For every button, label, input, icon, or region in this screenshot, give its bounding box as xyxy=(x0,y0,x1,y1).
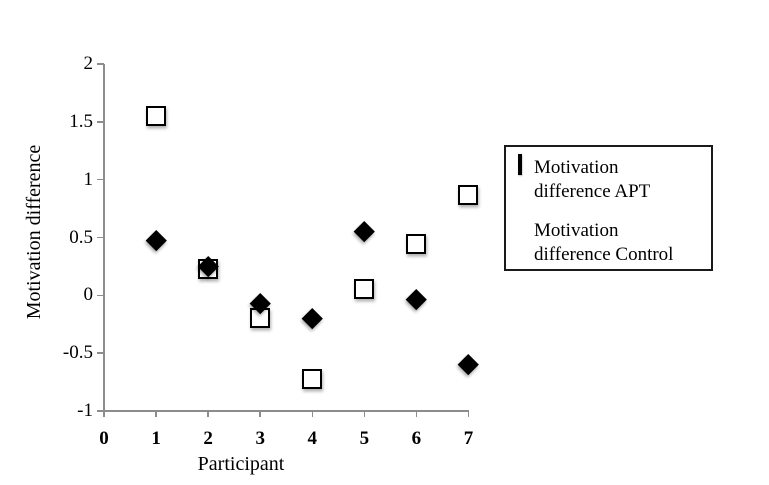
y-axis-tick-label: 0.5 xyxy=(69,226,93,248)
data-point-apt-6 xyxy=(405,233,426,254)
legend-marker-col xyxy=(518,219,534,237)
y-axis-tick-label: 0 xyxy=(83,284,94,306)
x-axis-tick-label: 3 xyxy=(255,428,265,449)
x-axis-tick xyxy=(415,411,418,417)
data-point-apt-1 xyxy=(145,105,166,126)
x-axis-tick xyxy=(155,411,157,417)
x-axis-line xyxy=(103,410,470,412)
x-axis-tick-label: 2 xyxy=(203,428,213,449)
y-axis-tick-label: 1 xyxy=(83,168,94,190)
data-point-control-5 xyxy=(354,221,375,242)
data-point-control-6 xyxy=(406,288,427,310)
y-axis-tick xyxy=(96,63,104,65)
x-axis-tick xyxy=(311,411,314,417)
data-point-apt-4 xyxy=(301,369,322,390)
data-point-apt-7 xyxy=(458,185,478,206)
x-axis-tick-label: 4 xyxy=(307,428,318,449)
x-axis-tick-label: 7 xyxy=(463,428,474,449)
data-point-control-4 xyxy=(302,308,323,329)
y-axis-tick xyxy=(96,410,104,412)
y-axis-tick xyxy=(96,121,104,123)
x-axis-tick xyxy=(467,411,470,417)
x-axis-tick-label: 0 xyxy=(99,428,109,449)
legend: Motivation difference APT Motivation dif… xyxy=(504,145,713,271)
x-axis-tick xyxy=(363,411,366,417)
y-axis-tick xyxy=(96,178,104,181)
x-axis-tick xyxy=(103,411,105,417)
y-axis-tick xyxy=(96,294,104,297)
x-axis-tick xyxy=(259,411,261,417)
legend-item-apt: Motivation difference APT xyxy=(518,154,707,203)
x-axis-tick xyxy=(207,411,209,417)
legend-label-apt: Motivation difference APT xyxy=(534,157,651,202)
legend-marker-col xyxy=(518,154,534,175)
y-axis-tick xyxy=(96,236,104,239)
x-axis-tick-label: 1 xyxy=(151,428,161,449)
x-axis-tick-label: 6 xyxy=(411,428,422,449)
data-point-apt-5 xyxy=(353,279,374,300)
y-axis-tick-label: 1.5 xyxy=(69,110,93,132)
x-axis-title: Participant xyxy=(197,453,285,475)
x-axis-tick-label: 5 xyxy=(359,428,370,449)
y-axis-line xyxy=(103,64,105,411)
legend-item-control: Motivation difference Control xyxy=(518,219,707,266)
y-axis-tick-label: 2 xyxy=(83,53,94,74)
y-axis-tick-label: -0.5 xyxy=(62,342,93,364)
data-point-control-1 xyxy=(145,229,167,251)
y-axis-tick xyxy=(96,352,104,354)
y-axis-tick-label: -1 xyxy=(77,400,93,421)
legend-label-control: Motivation difference Control xyxy=(534,220,674,265)
open-square-marker-icon xyxy=(518,154,522,175)
data-point-control-7 xyxy=(458,354,479,375)
